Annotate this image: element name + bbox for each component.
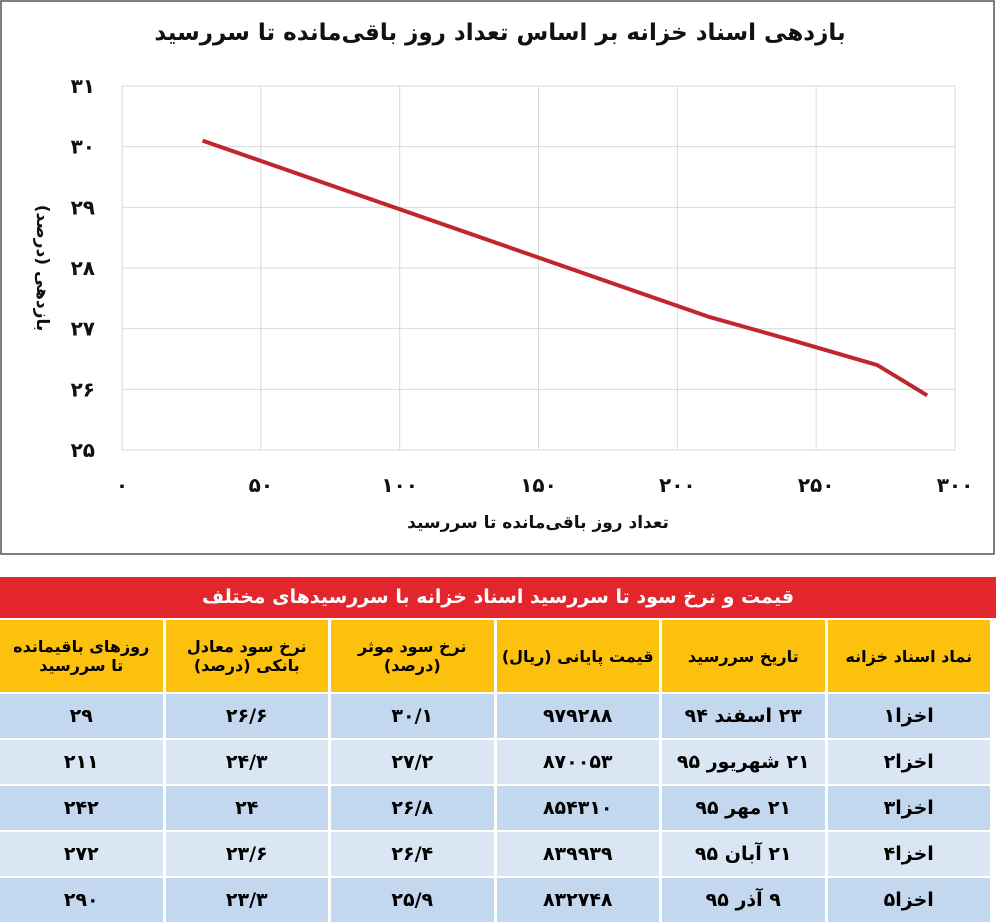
- table-cell: اخزا۵: [827, 878, 990, 922]
- x-tick-label: ۰: [116, 473, 128, 497]
- table: نماد اسناد خزانه تاریخ سررسید قیمت پایانی …: [0, 618, 993, 924]
- table-row: اخزا۳ ۲۱ مهر ۹۵ ۸۵۴۳۱۰ ۲۶/۸ ۲۴ ۲۴۲: [0, 786, 990, 830]
- chart-frame: [0, 0, 995, 555]
- x-tick-label: ۱۰۰: [381, 473, 418, 497]
- table-cell: ۲۳ اسفند ۹۴: [662, 694, 825, 738]
- x-tick-label: ۲۰۰: [659, 473, 696, 497]
- table-cell: ۳۰/۱: [331, 694, 494, 738]
- table-cell: ۲۵/۹: [331, 878, 494, 922]
- table-cell: ۲۶/۶: [165, 694, 328, 738]
- header-cell: نرخ سود موثر (درصد): [331, 620, 494, 692]
- table-cell: ۲۶/۸: [331, 786, 494, 830]
- header-cell: قیمت پایانی (ریال): [496, 620, 659, 692]
- table-cell: اخزا۱: [827, 694, 990, 738]
- y-axis-label: بازدهی (درصد): [32, 205, 52, 331]
- x-axis-label: تعداد روز باقی‌مانده تا سررسید: [407, 513, 669, 533]
- table-row: اخزا۲ ۲۱ شهریور ۹۵ ۸۷۰۰۵۳ ۲۷/۲ ۲۴/۳ ۲۱۱: [0, 740, 990, 784]
- table-cell: ۲۱ مهر ۹۵: [662, 786, 825, 830]
- table-cell: ۲۷۲: [0, 832, 163, 876]
- table-row: اخزا۴ ۲۱ آبان ۹۵ ۸۳۹۹۳۹ ۲۶/۴ ۲۳/۶ ۲۷۲: [0, 832, 990, 876]
- table-cell: ۹۷۹۲۸۸: [496, 694, 659, 738]
- x-tick-label: ۲۵۰: [798, 473, 835, 497]
- x-tick-label: ۳۰۰: [937, 473, 974, 497]
- table-cell: اخزا۳: [827, 786, 990, 830]
- table-cell: ۲۱ آبان ۹۵: [662, 832, 825, 876]
- header-cell: روزهای باقیمانده تا سررسید: [0, 620, 163, 692]
- table-title: قیمت و نرخ سود تا سررسید اسناد خزانه با …: [0, 577, 996, 618]
- table-cell: ۲۳/۳: [165, 878, 328, 922]
- table-cell: اخزا۴: [827, 832, 990, 876]
- table-cell: ۲۶/۴: [331, 832, 494, 876]
- header-cell: تاریخ سررسید: [662, 620, 825, 692]
- table-cell: اخزا۲: [827, 740, 990, 784]
- table-cell: ۸۵۴۳۱۰: [496, 786, 659, 830]
- y-tick-label: ۳۱: [71, 74, 95, 98]
- y-tick-label: ۳۰: [71, 135, 95, 159]
- table-cell: ۲۹۰: [0, 878, 163, 922]
- header-cell: نماد اسناد خزانه: [827, 620, 990, 692]
- table-cell: ۲۴: [165, 786, 328, 830]
- line-series: [201, 138, 929, 398]
- table-cell: ۸۳۹۹۳۹: [496, 832, 659, 876]
- table-cell: ۲۱۱: [0, 740, 163, 784]
- header-cell: نرخ سود معادل بانکی (درصد): [165, 620, 328, 692]
- y-tick-label: ۲۵: [71, 438, 95, 462]
- table-row: اخزا۵ ۹ آذر ۹۵ ۸۳۲۷۴۸ ۲۵/۹ ۲۳/۳ ۲۹۰: [0, 878, 990, 922]
- x-tick-label: ۱۵۰: [520, 473, 557, 497]
- table-row: اخزا۱ ۲۳ اسفند ۹۴ ۹۷۹۲۸۸ ۳۰/۱ ۲۶/۶ ۲۹: [0, 694, 990, 738]
- table-cell: ۹ آذر ۹۵: [662, 878, 825, 922]
- table-cell: ۲۷/۲: [331, 740, 494, 784]
- table-block: قیمت و نرخ سود تا سررسید اسناد خزانه با …: [0, 577, 996, 924]
- table-cell: ۲۹: [0, 694, 163, 738]
- table-cell: ۲۱ شهریور ۹۵: [662, 740, 825, 784]
- table-cell: ۲۴/۳: [165, 740, 328, 784]
- table-cell: ۲۴۲: [0, 786, 163, 830]
- y-tick-label: ۲۹: [71, 195, 95, 219]
- y-tick-label: ۲۶: [71, 377, 95, 401]
- table-cell: ۸۳۲۷۴۸: [496, 878, 659, 922]
- x-tick-label: ۵۰: [249, 473, 273, 497]
- chart-title: بازدهی اسناد خزانه بر اساس تعداد روز باق…: [154, 20, 845, 46]
- table-cell: ۸۷۰۰۵۳: [496, 740, 659, 784]
- table-cell: ۲۳/۶: [165, 832, 328, 876]
- y-tick-label: ۲۸: [71, 256, 95, 280]
- chart: بازدهی اسناد خزانه بر اساس تعداد روز باق…: [0, 0, 995, 555]
- y-tick-label: ۲۷: [71, 317, 95, 341]
